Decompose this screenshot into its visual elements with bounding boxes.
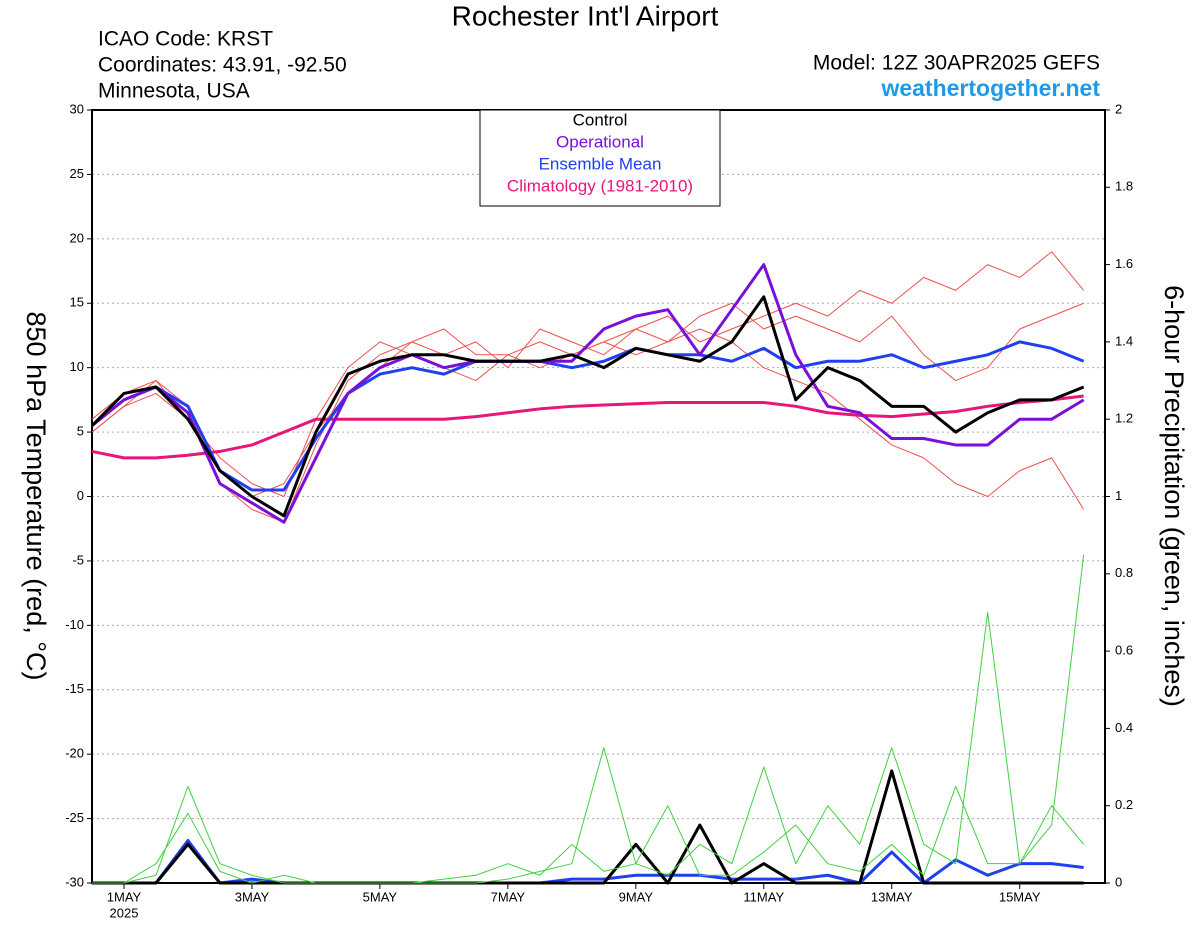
y-tick-label: -10 xyxy=(65,617,84,632)
series-line xyxy=(92,554,1085,884)
legend-box xyxy=(479,109,721,207)
y2-tick-label: 0.8 xyxy=(1115,565,1133,580)
series-line xyxy=(91,263,1085,524)
series-line xyxy=(90,295,1085,518)
y2-tick-label: 1 xyxy=(1115,488,1122,503)
series-line xyxy=(91,340,1085,492)
y-tick-label: -30 xyxy=(65,874,84,889)
x-tick-label: 13MAY xyxy=(871,889,913,904)
x-tick-label: 5MAY xyxy=(363,889,398,904)
y-tick-label: 0 xyxy=(77,488,84,503)
info-line: ICAO Code: KRST xyxy=(98,28,273,51)
legend-entry: Control xyxy=(573,110,628,129)
y2-tick-label: 0.4 xyxy=(1115,720,1133,735)
series-line xyxy=(92,769,1084,885)
site-label: weathertogether.net xyxy=(880,75,1100,101)
y-tick-label: 30 xyxy=(70,101,84,116)
info-line: Coordinates: 43.91, -92.50 xyxy=(98,54,347,77)
legend-entry: Climatology (1981-2010) xyxy=(507,176,693,195)
y2-tick-label: 1.8 xyxy=(1115,179,1133,194)
x-tick-label: 15MAY xyxy=(999,889,1041,904)
y2-tick-label: 1.4 xyxy=(1115,333,1133,348)
y2-tick-label: 2 xyxy=(1115,101,1122,116)
x-tick-label: 7MAY xyxy=(491,889,526,904)
legend-entry: Operational xyxy=(556,132,644,151)
y-tick-label: -15 xyxy=(65,681,84,696)
series-line xyxy=(91,394,1084,460)
x-tick-label: 11MAY xyxy=(743,889,784,904)
y2-tick-label: 1.6 xyxy=(1115,256,1133,271)
series-line xyxy=(91,302,1084,523)
y2-axis-label: 6-hour Precipitation (green, inches) xyxy=(1159,285,1189,707)
x-tick-label: 3MAY xyxy=(235,889,270,904)
x-year-label: 2025 xyxy=(110,905,139,920)
series-line xyxy=(92,785,1085,884)
y2-tick-label: 1.2 xyxy=(1115,411,1133,426)
series-line xyxy=(92,838,1084,885)
chart-title: Rochester Int'l Airport xyxy=(452,0,719,31)
y-axis-label: 850 hPa Temperature (red, °C) xyxy=(21,312,51,681)
y-tick-label: 25 xyxy=(70,166,84,181)
y-tick-label: 5 xyxy=(77,424,84,439)
x-tick-label: 9MAY xyxy=(619,889,654,904)
y2-tick-label: 0.2 xyxy=(1115,797,1133,812)
y-tick-label: -25 xyxy=(65,810,84,825)
y-tick-label: 20 xyxy=(70,230,84,245)
model-label: Model: 12Z 30APR2025 GEFS xyxy=(813,52,1100,75)
info-line: Minnesota, USA xyxy=(98,80,250,103)
series-line xyxy=(91,251,1085,497)
y-tick-label: -5 xyxy=(72,552,84,567)
y2-tick-label: 0 xyxy=(1115,874,1122,889)
y2-tick-label: 0.6 xyxy=(1115,643,1133,658)
y-tick-label: 15 xyxy=(70,295,84,310)
y-tick-label: 10 xyxy=(70,359,84,374)
y-tick-label: -20 xyxy=(65,746,84,761)
legend-entry: Ensemble Mean xyxy=(539,154,662,173)
x-tick-label: 1MAY xyxy=(107,889,142,904)
